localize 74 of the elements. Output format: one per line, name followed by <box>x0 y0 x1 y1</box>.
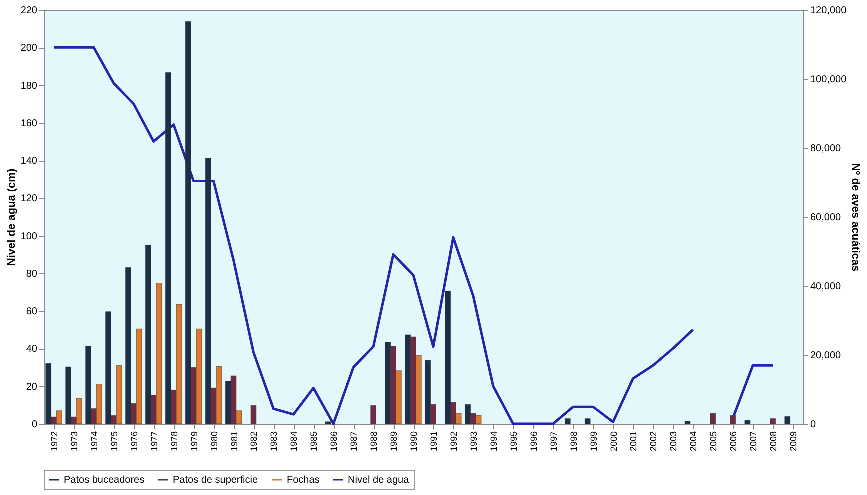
x-tick-label: 2005 <box>708 432 719 452</box>
y-tick-label: 80 <box>26 268 38 280</box>
x-tick-label: 1994 <box>488 432 499 452</box>
y2-axis-title: Nº de aves acuáticas <box>850 163 862 272</box>
x-tick-label: 2002 <box>648 432 659 452</box>
x-tick-label: 1995 <box>508 432 519 452</box>
x-tick-label: 1989 <box>389 432 400 452</box>
y-tick-label: 40 <box>26 344 38 356</box>
x-tick-label: 1974 <box>89 432 100 452</box>
bar <box>684 421 691 424</box>
x-tick-label: 1972 <box>49 432 60 452</box>
bar <box>730 416 736 424</box>
x-tick-label: 1981 <box>229 432 240 452</box>
x-tick-label: 1984 <box>289 432 300 452</box>
x-tick-label: 2001 <box>628 432 639 452</box>
y2-tick-label: 120,000 <box>810 6 848 16</box>
bar <box>565 418 571 424</box>
y2-tick-label: 40,000 <box>810 282 842 292</box>
x-tick-label: 2007 <box>748 432 759 452</box>
bar <box>250 406 257 424</box>
y-tick-label: 100 <box>20 231 38 242</box>
x-tick-label: 2006 <box>728 432 739 452</box>
x-tick-label: 1983 <box>269 432 280 452</box>
x-tick-label: 2009 <box>788 432 799 452</box>
y2-tick-label: 0 <box>810 420 816 430</box>
x-tick-label: 1985 <box>309 432 320 452</box>
x-tick-label: 1998 <box>568 432 579 452</box>
x-tick-label: 1978 <box>169 432 180 452</box>
x-tick-label: 1990 <box>409 432 420 452</box>
legend-label: Fochas <box>287 475 320 486</box>
y2-tick-label: 60,000 <box>810 212 842 224</box>
legend-label: Patos buceadores <box>64 475 145 486</box>
y-axis-title: Nivel de agua (cm) <box>6 168 18 266</box>
x-tick-label: 1980 <box>209 432 220 452</box>
x-tick-label: 2003 <box>668 432 679 452</box>
y-tick-label: 20 <box>26 382 38 393</box>
y2-tick-label: 100,000 <box>810 74 848 86</box>
bar <box>744 420 751 424</box>
y-tick-label: 160 <box>20 118 38 130</box>
x-tick-label: 2008 <box>768 432 779 452</box>
x-tick-label: 1979 <box>189 432 200 452</box>
x-tick-label: 1975 <box>109 432 120 452</box>
x-tick-label: 1991 <box>428 432 439 452</box>
y-tick-label: 0 <box>32 420 38 430</box>
bar <box>784 416 790 424</box>
legend-label: Nivel de agua <box>348 475 410 486</box>
bar <box>370 406 376 424</box>
y-tick-label: 180 <box>20 80 38 92</box>
x-tick-label: 1996 <box>528 432 539 452</box>
legend-label: Patos de superficie <box>173 475 258 486</box>
x-tick-label: 1997 <box>548 432 559 452</box>
bar <box>770 418 776 424</box>
x-tick-label: 1987 <box>349 432 360 452</box>
y-tick-label: 60 <box>26 306 38 318</box>
bar <box>585 418 591 424</box>
x-tick-label: 2004 <box>688 432 699 452</box>
bar <box>325 422 332 424</box>
x-tick-label: 1999 <box>588 432 599 452</box>
y2-tick-label: 20,000 <box>810 350 842 362</box>
x-tick-label: 1976 <box>129 432 140 452</box>
x-tick-label: 1986 <box>329 432 340 452</box>
x-tick-label: 2000 <box>608 432 619 452</box>
x-tick-label: 1977 <box>149 432 160 452</box>
bar <box>710 414 716 424</box>
y-tick-label: 120 <box>20 194 38 205</box>
x-tick-label: 1982 <box>249 432 260 452</box>
y2-tick-label: 80,000 <box>810 144 842 154</box>
y-tick-label: 140 <box>20 156 38 168</box>
x-tick-label: 1992 <box>448 432 459 452</box>
x-tick-label: 1973 <box>69 432 80 452</box>
y-tick-label: 220 <box>20 6 38 16</box>
x-tick-label: 1993 <box>468 432 479 452</box>
y-tick-label: 200 <box>20 43 38 54</box>
x-tick-label: 1988 <box>369 432 380 452</box>
